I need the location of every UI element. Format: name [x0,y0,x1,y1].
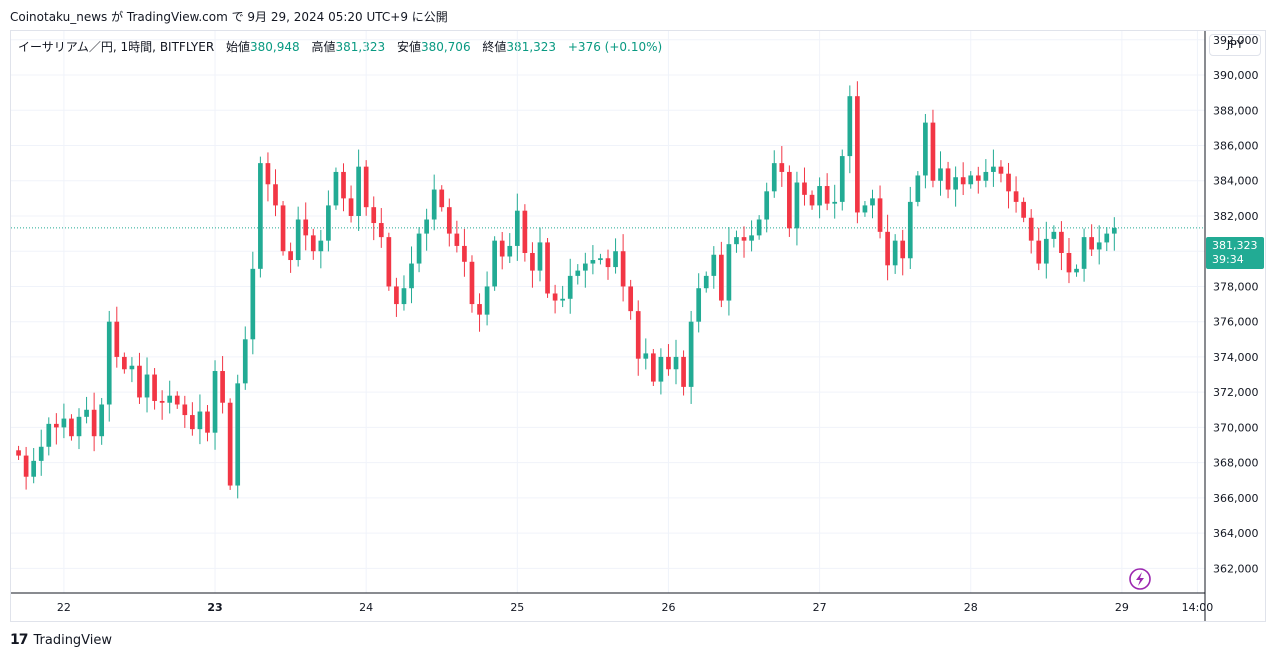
low-label: 安値 [396,40,421,54]
last-price-label: 381,323 39:34 [1206,237,1264,269]
last-price-value: 381,323 [1212,239,1258,252]
brand-name: TradingView [33,632,113,648]
bar-countdown: 39:34 [1212,253,1244,266]
chart-panel[interactable] [10,30,1266,622]
close-label: 終値 [482,40,507,54]
tradingview-logo-icon: 𝟭𝟳 [10,632,29,648]
close-value: 381,323 [506,40,557,54]
high-value: 381,323 [335,40,386,54]
open-label: 始値 [226,40,251,54]
currency-button[interactable]: JPY [1209,34,1261,56]
low-value: 380,706 [420,40,471,54]
change-value: +376 (+0.10%) [567,40,663,54]
open-value: 380,948 [250,40,300,54]
brand[interactable]: 𝟭𝟳 TradingView [10,632,112,648]
symbol-title: イーサリアム／円, 1時間, BITFLYER [18,40,215,54]
publish-info: Coinotaku_news が TradingView.com で 9月 29… [10,10,448,24]
symbol-legend: イーサリアム／円, 1時間, BITFLYER 始値380,948 高値381,… [18,38,662,55]
high-label: 高値 [311,40,336,54]
